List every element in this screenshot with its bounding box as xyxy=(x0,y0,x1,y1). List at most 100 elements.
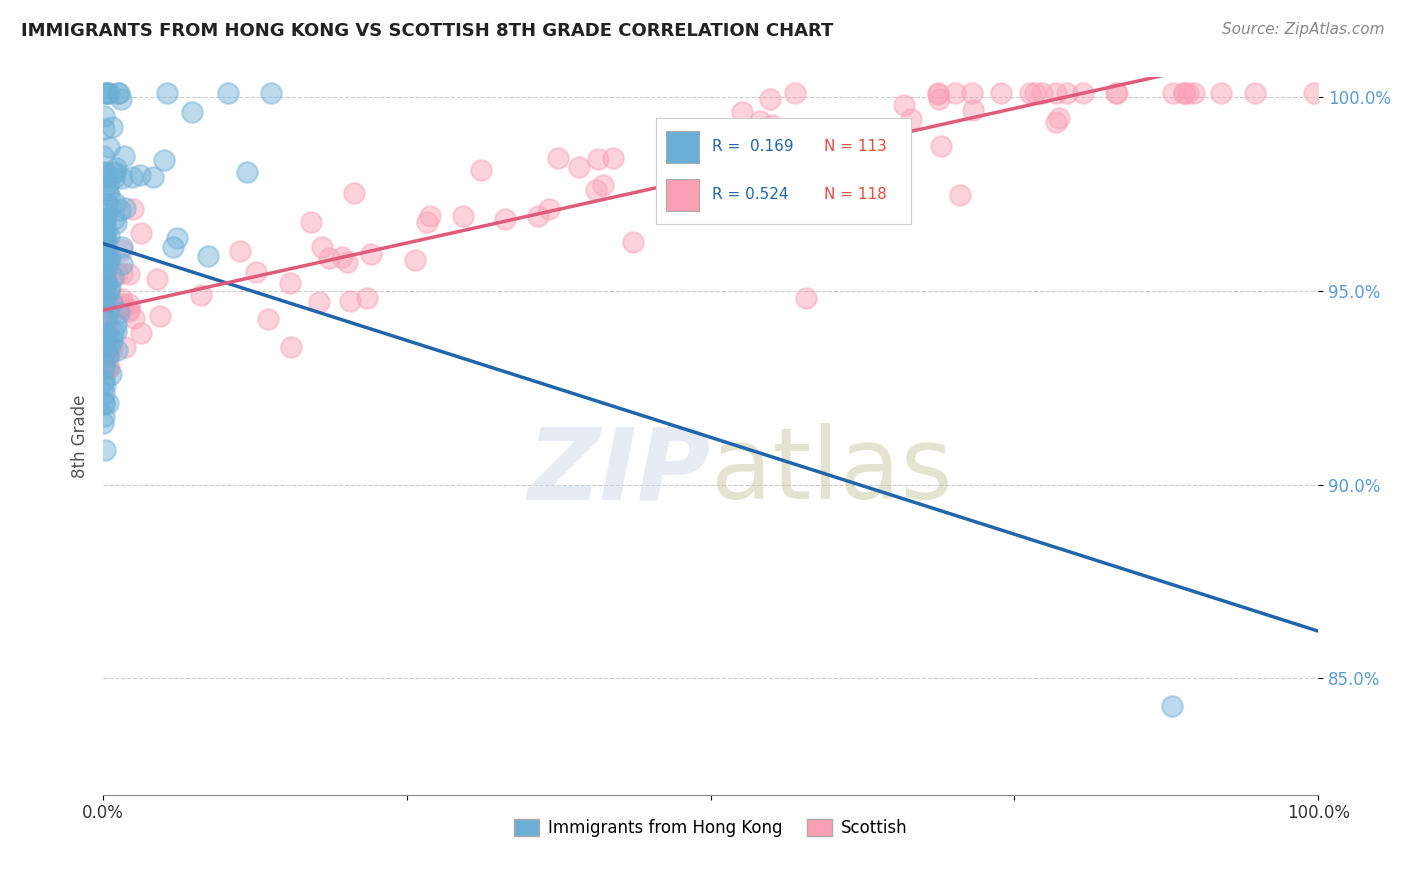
Point xyxy=(93,328,115,343)
Point xyxy=(96,205,118,219)
Point xyxy=(928,92,950,106)
Point xyxy=(128,168,150,182)
Point xyxy=(114,148,136,162)
Point xyxy=(93,282,115,296)
Point xyxy=(356,291,378,305)
Point xyxy=(1071,86,1094,100)
Point xyxy=(93,235,115,249)
Point xyxy=(91,251,114,265)
Point xyxy=(360,246,382,260)
Point xyxy=(94,345,117,359)
Point xyxy=(98,312,121,326)
Point xyxy=(93,109,115,123)
Point xyxy=(93,232,115,246)
Point xyxy=(118,302,141,317)
Point xyxy=(96,293,118,308)
Point xyxy=(783,86,806,100)
Point xyxy=(494,212,516,227)
Point xyxy=(97,320,120,334)
Point xyxy=(114,341,136,355)
Point xyxy=(98,229,121,244)
Point xyxy=(245,265,267,279)
Point xyxy=(121,170,143,185)
Point xyxy=(101,333,124,347)
Point xyxy=(1045,86,1067,100)
Point xyxy=(97,289,120,303)
Point xyxy=(93,234,115,248)
Point xyxy=(93,182,115,196)
Point xyxy=(893,98,915,112)
Point xyxy=(758,133,780,147)
Point xyxy=(748,114,770,128)
Point xyxy=(280,340,302,354)
Point xyxy=(1243,86,1265,100)
Point xyxy=(107,86,129,100)
Text: atlas: atlas xyxy=(710,424,952,520)
Point xyxy=(96,303,118,318)
Point xyxy=(97,252,120,266)
Point xyxy=(111,266,134,280)
Point xyxy=(339,293,361,308)
Point xyxy=(538,202,561,216)
Point xyxy=(761,118,783,132)
Point xyxy=(96,259,118,273)
Point xyxy=(93,229,115,244)
Point xyxy=(111,293,134,307)
Point xyxy=(190,288,212,302)
Point xyxy=(1024,86,1046,100)
Point xyxy=(142,170,165,185)
Point xyxy=(100,368,122,382)
Point xyxy=(796,292,818,306)
Text: Source: ZipAtlas.com: Source: ZipAtlas.com xyxy=(1222,22,1385,37)
Point xyxy=(96,197,118,211)
Point xyxy=(103,212,125,227)
Point xyxy=(93,243,115,257)
Point xyxy=(949,188,972,202)
Point xyxy=(96,248,118,262)
Point xyxy=(156,86,179,100)
Point xyxy=(93,396,115,410)
Point xyxy=(94,164,117,178)
Point xyxy=(93,386,115,401)
Point xyxy=(330,250,353,264)
Point xyxy=(94,277,117,292)
Point xyxy=(94,268,117,283)
Point xyxy=(93,326,115,340)
Point xyxy=(308,295,330,310)
Point xyxy=(94,86,117,100)
Point xyxy=(260,86,283,100)
Point xyxy=(94,443,117,458)
Point xyxy=(152,153,174,167)
Point xyxy=(93,253,115,268)
Point xyxy=(93,122,115,136)
Point xyxy=(1045,115,1067,129)
Point xyxy=(960,86,983,100)
Point xyxy=(118,297,141,311)
Point xyxy=(94,211,117,225)
Point xyxy=(93,356,115,370)
Point xyxy=(131,326,153,340)
Point xyxy=(1173,86,1195,100)
Point xyxy=(91,231,114,245)
Point xyxy=(100,281,122,295)
Point xyxy=(343,186,366,200)
Point xyxy=(229,244,252,259)
Point xyxy=(664,183,686,197)
Point xyxy=(318,251,340,265)
Point xyxy=(96,86,118,100)
Point xyxy=(93,292,115,306)
Point xyxy=(716,153,738,167)
Point xyxy=(108,86,131,100)
Point xyxy=(404,252,426,267)
Point xyxy=(118,267,141,281)
Point xyxy=(93,300,115,314)
Point xyxy=(93,416,115,430)
Point xyxy=(97,304,120,318)
Point xyxy=(759,92,782,106)
Point xyxy=(1303,86,1326,100)
Point xyxy=(94,169,117,183)
Point xyxy=(91,235,114,249)
Point xyxy=(93,396,115,410)
Point xyxy=(236,164,259,178)
Point xyxy=(104,165,127,179)
